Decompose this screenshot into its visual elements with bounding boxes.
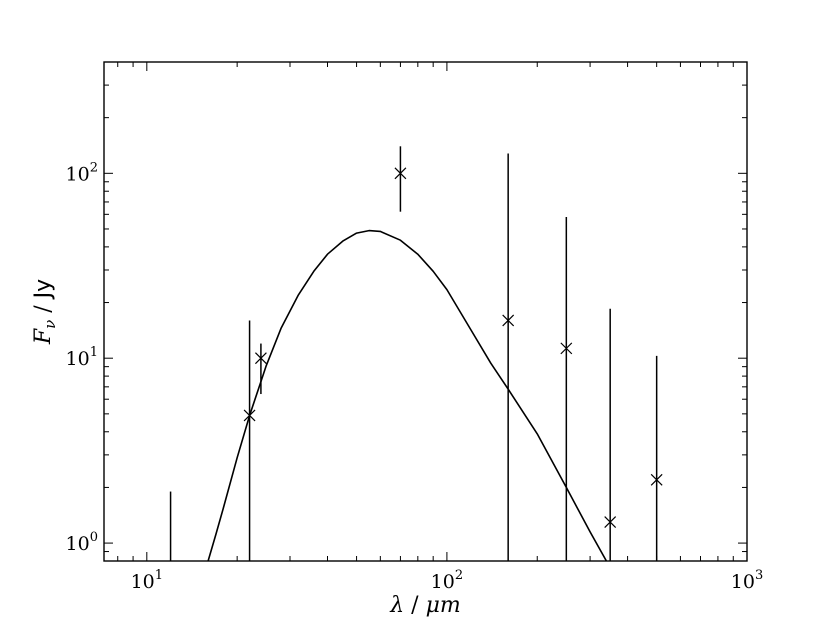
y-axis-label-symbol: F xyxy=(31,328,56,345)
y-axis-label: Fν / Jy xyxy=(31,279,59,345)
tick-label-exponent: 0 xyxy=(90,530,98,545)
tick-label-base: 10 xyxy=(66,533,90,555)
data-point-marker xyxy=(502,314,515,327)
tick-label-exponent: 1 xyxy=(90,345,98,360)
data-point-marker xyxy=(604,516,617,528)
tick-label-exponent: 2 xyxy=(455,568,463,583)
data-point-marker xyxy=(560,342,573,355)
y-tick-label: 101 xyxy=(66,345,98,370)
tick-label-base: 10 xyxy=(66,348,90,370)
y-axis-label-sep: / xyxy=(31,298,56,319)
x-tick-label: 101 xyxy=(131,568,163,593)
data-point-marker xyxy=(650,473,663,486)
x-axis-label-sep: / xyxy=(404,593,425,618)
y-axis-label-unit: Jy xyxy=(31,279,56,301)
tick-label-exponent: 3 xyxy=(755,568,763,583)
x-axis-label-symbol: λ xyxy=(389,593,404,618)
x-axis-label: λ / μm xyxy=(389,593,461,618)
tick-label-exponent: 2 xyxy=(90,160,98,175)
y-tick-label: 102 xyxy=(66,160,98,185)
data-point-marker xyxy=(254,352,267,365)
tick-label-base: 10 xyxy=(731,571,755,593)
axis-ticks xyxy=(104,61,748,562)
x-tick-label: 102 xyxy=(431,568,463,593)
x-axis-label-unit: μm xyxy=(426,593,461,618)
tick-label-base: 10 xyxy=(431,571,455,593)
data-point-marker xyxy=(394,167,407,180)
y-tick-label: 100 xyxy=(66,530,98,555)
tick-label-exponent: 1 xyxy=(155,568,163,583)
x-tick-label: 103 xyxy=(731,568,763,593)
plot-content xyxy=(169,146,663,561)
tick-label-base: 10 xyxy=(131,571,155,593)
model-curve xyxy=(207,229,608,561)
data-point-marker xyxy=(243,409,256,422)
plot-frame xyxy=(103,61,748,562)
tick-label-base: 10 xyxy=(66,163,90,185)
y-axis-label-subscript: ν xyxy=(41,320,59,329)
